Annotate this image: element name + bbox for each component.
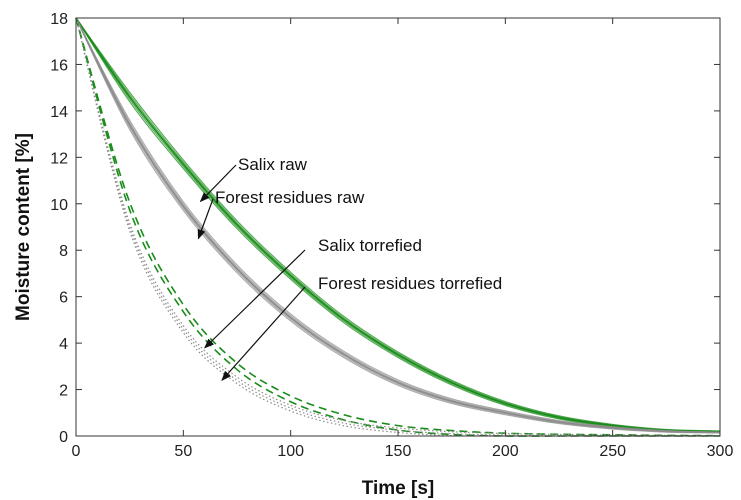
y-tick-label: 18	[50, 11, 68, 28]
annotation-arrow	[199, 164, 237, 203]
annotation-layer: Salix raw Forest residues raw Salix torref…	[197, 155, 502, 382]
y-tick-label: 0	[59, 429, 68, 446]
y-tick-label: 14	[50, 104, 68, 121]
annotation-salix-torrefied: Salix torrefied	[204, 236, 422, 349]
series-forest-residues-raw	[75, 17, 721, 434]
y-tick-label: 10	[50, 197, 68, 214]
series-salix-raw	[75, 17, 721, 433]
x-tick-label: 0	[72, 443, 81, 460]
series-line	[75, 17, 721, 437]
y-tick-label: 6	[59, 290, 68, 307]
x-tick-label: 50	[174, 443, 192, 460]
series-forest-residues-torrefied	[75, 17, 721, 437]
series-line	[75, 17, 721, 433]
y-tick-label: 12	[50, 150, 68, 167]
series-line	[75, 17, 721, 432]
x-tick-label: 200	[492, 443, 519, 460]
series-line	[75, 17, 720, 437]
ticks-layer: 0 50 100 150 200 250 300 0 2 4 6 8 10 12 14 16 18	[50, 11, 733, 460]
series-line	[75, 17, 720, 437]
plot-frame	[75, 17, 721, 437]
series-line	[75, 17, 721, 437]
annotation-forest-residues-torrefied: Forest residues torrefied	[221, 274, 502, 382]
annotation-arrow	[221, 286, 306, 382]
series-line	[75, 17, 721, 433]
series-line	[75, 17, 721, 434]
series-line	[75, 17, 721, 433]
series-line	[75, 17, 721, 433]
annotation-label: Salix raw	[238, 155, 308, 174]
series-line	[75, 17, 721, 434]
annotation-label: Forest residues raw	[215, 188, 365, 207]
annotation-arrow	[204, 249, 306, 349]
y-axis-title: Moisture content [%]	[13, 133, 34, 321]
y-tick-label: 8	[59, 243, 68, 260]
y-tick-label: 4	[59, 336, 68, 353]
annotation-salix-raw: Salix raw	[199, 155, 308, 203]
series-salix-torrefied	[75, 17, 721, 437]
annotation-label: Forest residues torrefied	[318, 274, 502, 293]
y-tick-label: 2	[59, 383, 68, 400]
series-line	[75, 17, 720, 437]
series-layer	[75, 17, 721, 437]
series-line	[75, 17, 721, 434]
x-axis-title: Time [s]	[362, 478, 435, 499]
annotation-forest-residues-raw: Forest residues raw	[197, 188, 365, 240]
annotation-arrow	[197, 198, 214, 240]
annotation-label: Salix torrefied	[318, 236, 422, 255]
y-tick-label: 16	[50, 57, 68, 74]
series-line	[75, 17, 721, 433]
x-tick-label: 150	[385, 443, 412, 460]
x-tick-label: 250	[599, 443, 626, 460]
x-tick-label: 300	[707, 443, 734, 460]
x-tick-label: 100	[277, 443, 304, 460]
series-line	[75, 17, 721, 432]
